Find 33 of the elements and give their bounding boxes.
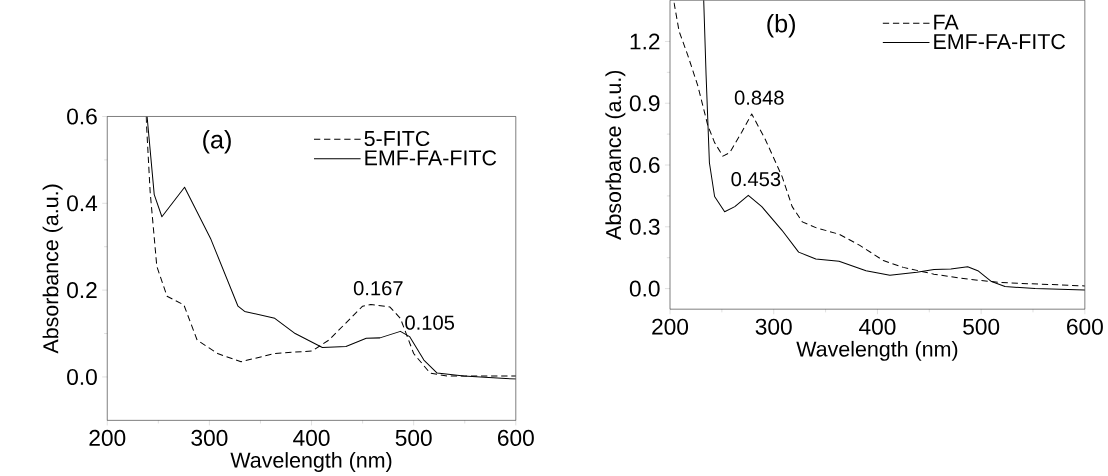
legend-label: EMF-FA-FITC xyxy=(934,33,1066,50)
x-tick-label: 200 xyxy=(89,429,126,446)
y-tick-label: 0.2 xyxy=(67,281,97,299)
x-tick-label: 500 xyxy=(963,318,1000,335)
x-axis-title: Wavelength (nm) xyxy=(230,451,392,472)
x-axis-title: Wavelength (nm) xyxy=(796,340,958,361)
annotation: 0.453 xyxy=(731,171,781,187)
x-tick-label: 400 xyxy=(859,318,896,335)
y-tick-label: 0.0 xyxy=(629,280,660,297)
y-tick-label: 1.2 xyxy=(630,33,660,50)
x-tick-label: 300 xyxy=(755,318,792,335)
x-tick-label: 600 xyxy=(1067,318,1103,335)
annotation: (a) xyxy=(203,129,231,154)
y-axis-title: Absorbance (a.u.) xyxy=(605,70,626,240)
annotation: 0.848 xyxy=(734,90,784,105)
annotation: 0.167 xyxy=(353,280,403,296)
y-tick-label: 0.6 xyxy=(67,108,97,125)
y-axis-title: Absorbance (a.u.) xyxy=(42,184,63,354)
y-tick-label: 0.3 xyxy=(629,218,660,235)
x-tick-label: 200 xyxy=(652,318,689,335)
annotation: 0.105 xyxy=(405,315,455,330)
x-tick-label: 300 xyxy=(191,429,228,446)
y-tick-label: 0.0 xyxy=(67,368,97,385)
x-tick-label: 500 xyxy=(395,429,432,446)
legend-label: EMF-FA-FITC xyxy=(365,150,497,166)
legend-label: 5-FITC xyxy=(364,130,430,146)
y-tick-label: 0.6 xyxy=(629,156,660,173)
y-tick-label: 0.9 xyxy=(629,95,660,112)
x-tick-label: 600 xyxy=(498,429,534,446)
legend-label: FA xyxy=(934,14,959,30)
y-tick-label: 0.4 xyxy=(67,195,98,212)
x-tick-label: 400 xyxy=(293,429,330,446)
annotation: (b) xyxy=(767,13,795,38)
